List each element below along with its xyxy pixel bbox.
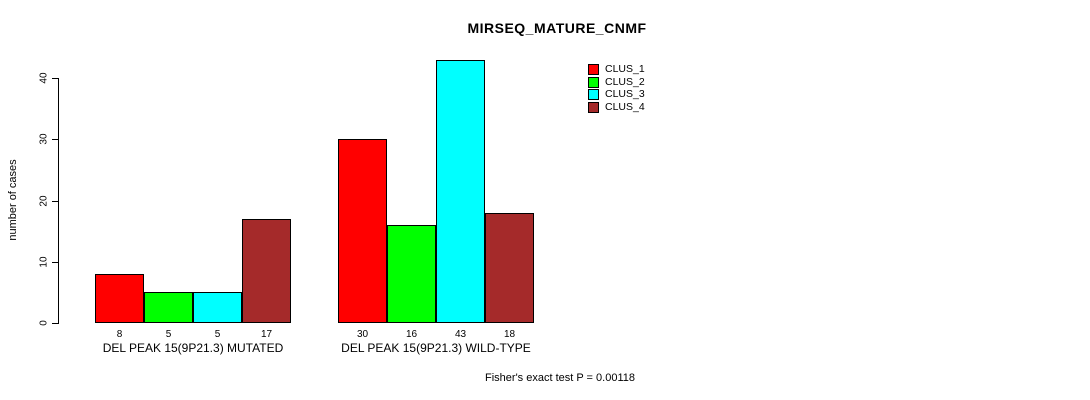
bar-clus_1-group1	[95, 274, 144, 323]
legend: CLUS_1 CLUS_2 CLUS_3 CLUS_4	[588, 64, 645, 114]
bar-value-label: 17	[260, 329, 273, 340]
bar-clus_4-group2	[485, 213, 534, 323]
legend-label-clus_1: CLUS_1	[605, 63, 645, 75]
bar-value-label: 5	[165, 329, 172, 340]
bar-value-label: 8	[116, 329, 123, 340]
legend-swatch-clus_1	[588, 64, 599, 75]
y-tick-label-40: 40	[38, 72, 50, 84]
legend-row-clus_4: CLUS_4	[588, 100, 645, 113]
legend-row-clus_2: CLUS_2	[588, 75, 645, 88]
legend-row-clus_1: CLUS_1	[588, 64, 645, 75]
bar-value-label: 18	[503, 329, 516, 340]
legend-row-clus_3: CLUS_3	[588, 89, 645, 100]
y-tick-mark-40	[52, 78, 59, 79]
bar-clus_2-group2	[387, 225, 436, 323]
y-tick-label-20: 20	[38, 195, 50, 207]
legend-swatch-clus_4	[588, 101, 599, 113]
y-axis-title: number of cases	[7, 159, 19, 241]
y-tick-label-10: 10	[38, 256, 50, 268]
bar-clus_3-group1	[193, 292, 242, 323]
x-category-label-mutated: DEL PEAK 15(9P21.3) MUTATED	[102, 341, 284, 355]
legend-swatch-clus_3	[588, 89, 599, 100]
bar-clus_4-group1	[242, 219, 291, 323]
legend-label-clus_3: CLUS_3	[605, 88, 645, 100]
bar-clus_2-group1	[144, 292, 193, 323]
bar-value-label: 5	[214, 329, 221, 340]
legend-swatch-clus_2	[588, 76, 599, 88]
bar-value-label: 43	[454, 329, 467, 340]
y-tick-mark-20	[52, 201, 59, 202]
x-category-label-wild-type: DEL PEAK 15(9P21.3) WILD-TYPE	[341, 341, 531, 355]
fisher-test-note: Fisher's exact test P = 0.00118	[485, 372, 635, 384]
bar-value-label: 30	[356, 329, 369, 340]
y-tick-mark-0	[52, 323, 59, 324]
y-tick-label-0: 0	[38, 320, 50, 326]
bar-value-label: 16	[405, 329, 418, 340]
bar-clus_1-group2	[338, 139, 387, 323]
legend-label-clus_4: CLUS_4	[605, 100, 645, 113]
y-tick-mark-30	[52, 139, 59, 140]
chart-title: MIRSEQ_MATURE_CNMF	[467, 20, 647, 36]
bar-clus_3-group2	[436, 60, 485, 323]
y-tick-label-30: 30	[38, 133, 50, 145]
legend-label-clus_2: CLUS_2	[605, 75, 645, 88]
y-tick-mark-10	[52, 262, 59, 263]
